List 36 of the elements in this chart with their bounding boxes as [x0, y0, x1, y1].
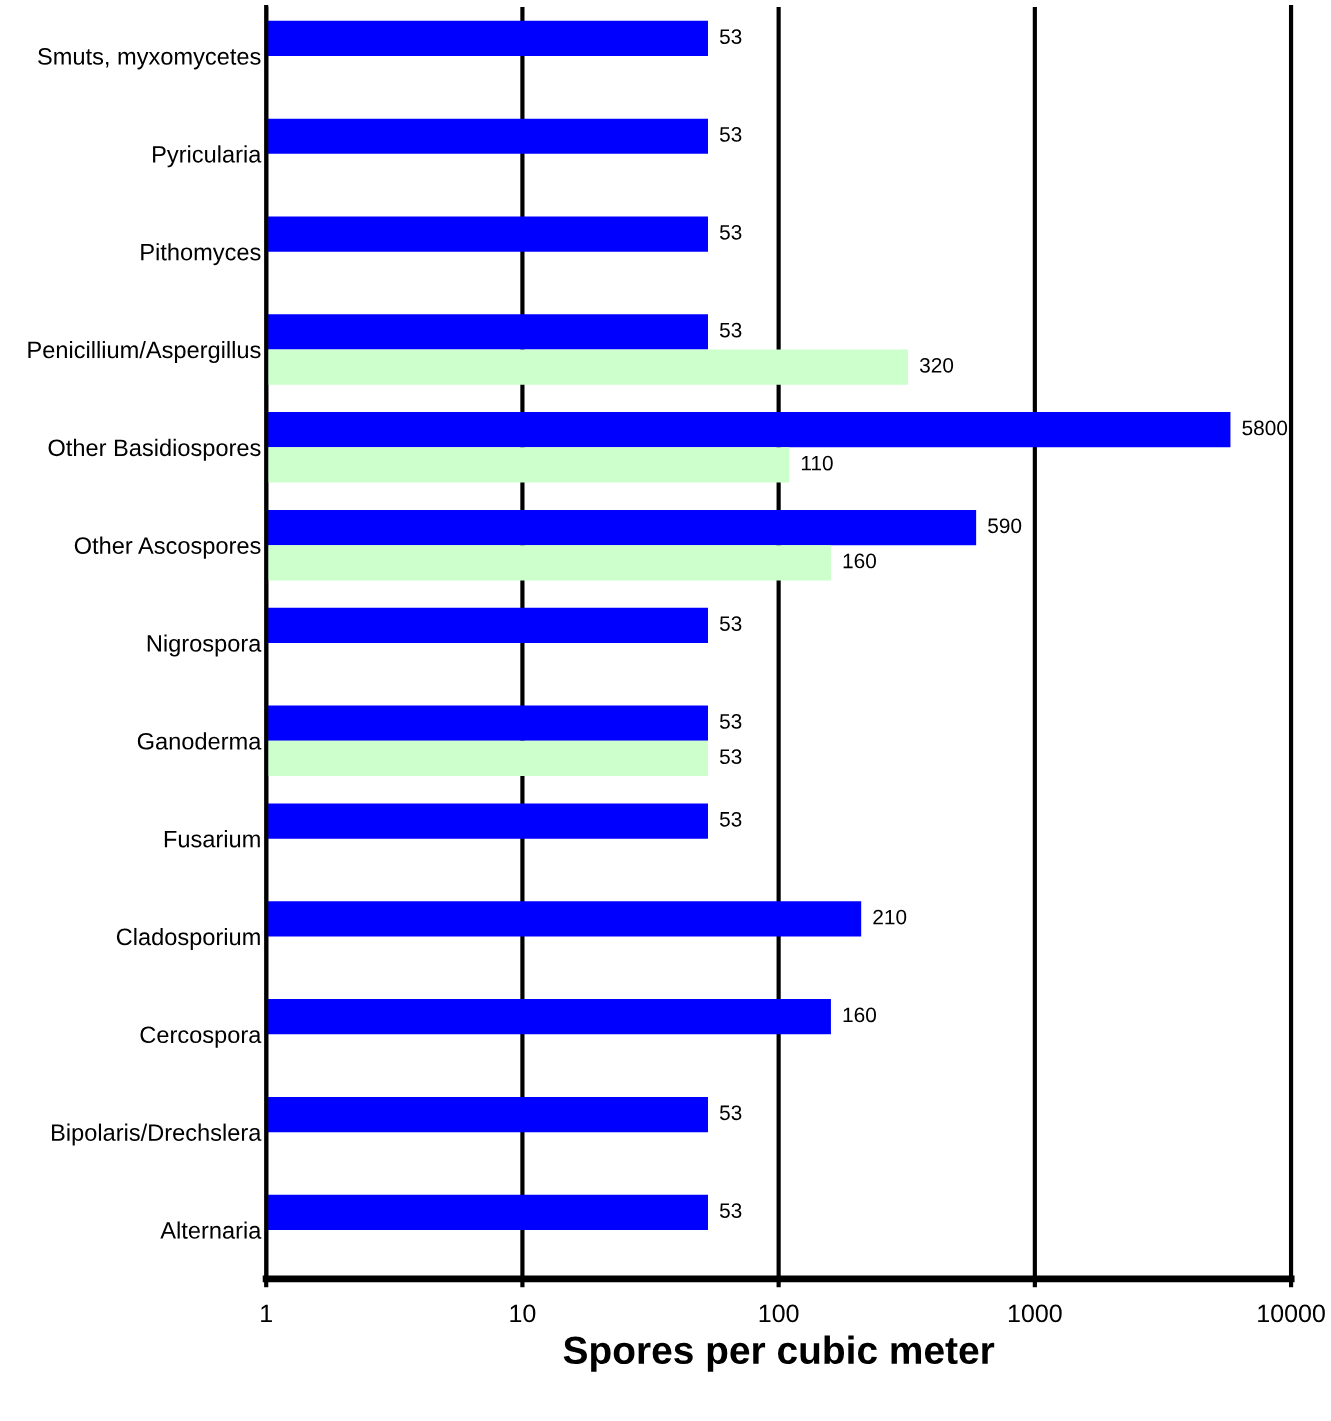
data-label: 590	[988, 518, 1022, 534]
y-tick-label: Penicillium/Aspergillus	[28, 340, 261, 363]
y-tick-label: Other Basidiospores	[48, 438, 261, 461]
y-tick-label: Pyricularia	[153, 145, 262, 168]
data-label: 320	[919, 357, 954, 373]
y-tick-label: Fusarium	[164, 830, 260, 848]
data-label: 53	[719, 224, 742, 240]
data-label: 210	[873, 909, 907, 925]
data-label: 53	[719, 714, 742, 729]
x-tick-label: 10000	[1258, 1304, 1325, 1323]
data-label: 53	[719, 127, 742, 142]
y-tick-label: Cercospora	[140, 1026, 262, 1048]
data-label: 160	[843, 1007, 876, 1023]
y-tick-label: Bipolaris/Drechslera	[52, 1123, 262, 1146]
y-tick-label: Ganoderma	[137, 732, 262, 750]
data-label: 53	[719, 616, 742, 631]
x-tick-label: 100	[759, 1304, 799, 1323]
y-tick-label: Pithomyces	[141, 243, 261, 266]
data-label: 53	[719, 29, 742, 44]
x-tick-label: 1000	[1008, 1304, 1062, 1323]
y-tick-label: Smuts, myxomycetes	[38, 48, 261, 70]
y-tick-label: Cladosporium	[116, 927, 260, 950]
data-label: 53	[719, 322, 742, 338]
y-tick-label: Nigrospora	[147, 634, 262, 657]
data-label: 53	[719, 749, 742, 765]
x-tick-label: 10	[510, 1304, 536, 1323]
data-label: 53	[719, 811, 742, 827]
y-tick-label: Other Ascospores	[74, 536, 261, 559]
data-label: 110	[801, 455, 833, 471]
x-axis-title: Spores per cubic meter	[563, 1335, 995, 1372]
data-label: 160	[843, 553, 876, 569]
data-label: 5800	[1242, 420, 1288, 436]
data-label: 53	[719, 1203, 742, 1218]
data-label: 53	[719, 1105, 742, 1121]
x-tick-label: 1	[261, 1304, 272, 1323]
y-tick-label: Alternaria	[160, 1221, 262, 1239]
